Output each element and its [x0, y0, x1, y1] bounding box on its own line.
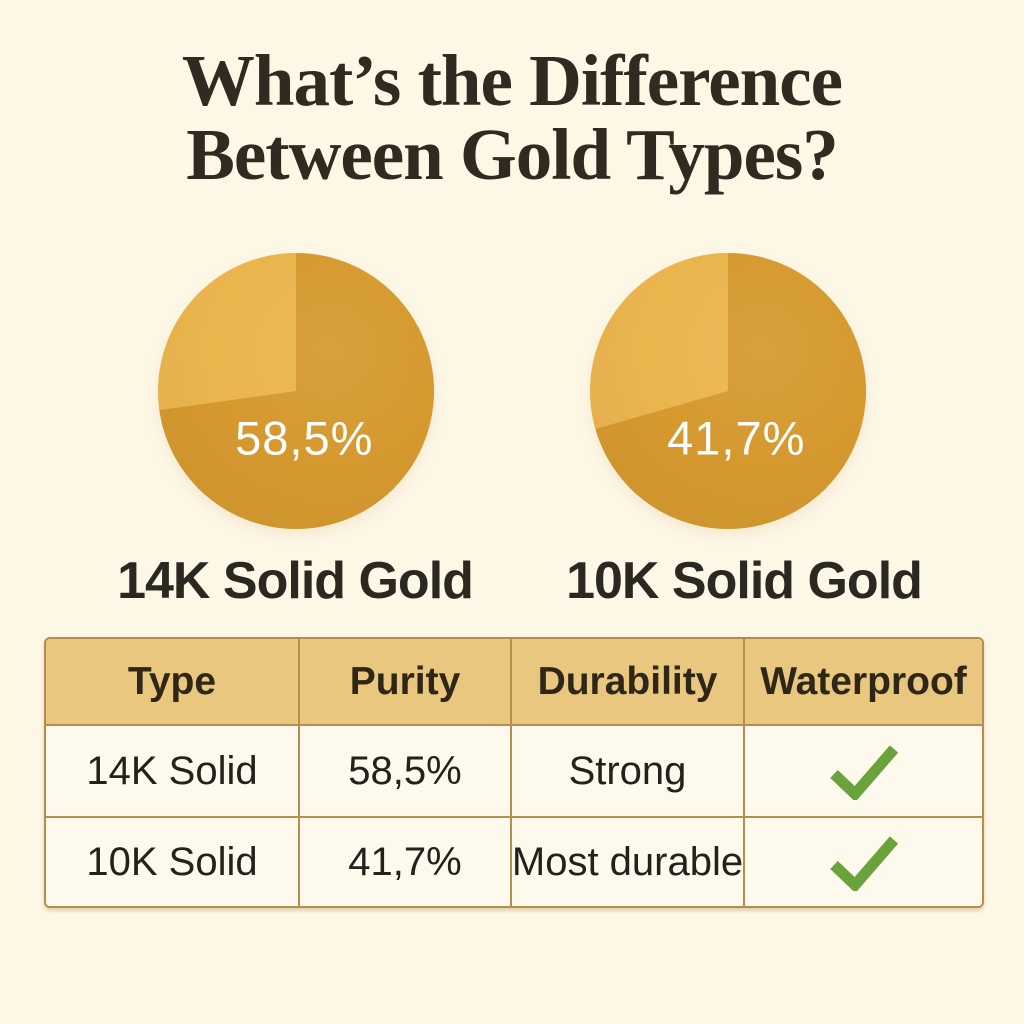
comparison-table: Type Purity Durability Waterproof 14K So…	[44, 637, 984, 908]
pie-value-label-14k: 58,5%	[235, 411, 374, 465]
header-cell-purity: Purity	[300, 639, 512, 726]
page-title: What’s the Difference Between Gold Types…	[0, 40, 1024, 196]
cell-durability-14k: Strong	[512, 726, 745, 818]
cell-purity-14k: 58,5%	[300, 726, 512, 818]
cell-durability-10k: Most durable	[512, 818, 745, 906]
page-title-line2: Between Gold Types?	[186, 114, 839, 196]
cell-waterproof-10k	[745, 818, 982, 906]
cell-purity-10k: 41,7%	[300, 818, 512, 906]
checkmark-icon	[829, 745, 898, 800]
pie-value-label-10k: 41,7%	[667, 411, 806, 465]
page-title-line1: What’s the Difference	[181, 40, 843, 121]
pie-chart-10k: 41,7%	[590, 253, 866, 529]
cell-waterproof-14k	[745, 726, 982, 818]
header-cell-waterproof: Waterproof	[745, 639, 982, 726]
pie-caption-10k: 10K Solid Gold	[566, 552, 923, 610]
pie-chart-14k: 58,5%	[158, 253, 434, 529]
checkmark-icon	[829, 836, 898, 891]
header-cell-durability: Durability	[512, 639, 745, 726]
header-cell-type: Type	[46, 639, 300, 726]
cell-type-10k: 10K Solid	[46, 818, 300, 906]
cell-type-14k: 14K Solid	[46, 726, 300, 818]
pie-caption-14k: 14K Solid Gold	[117, 552, 474, 610]
